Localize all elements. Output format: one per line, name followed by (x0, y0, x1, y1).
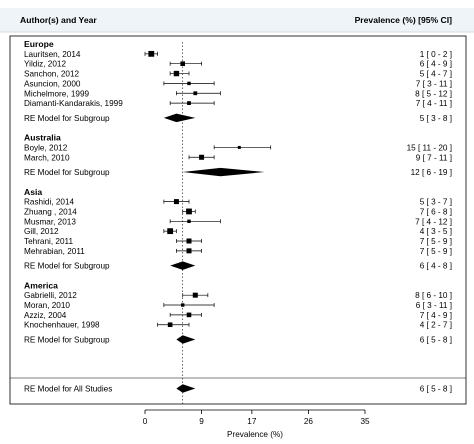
overall-summary-label: RE Model for All Studies (24, 385, 112, 394)
study-label: Boyle, 2012 (24, 143, 68, 152)
study-label: Asuncion, 2000 (24, 79, 81, 88)
header-left: Author(s) and Year (20, 15, 97, 25)
study-label: Gill, 2012 (24, 227, 59, 236)
study-label: Yildiz, 2012 (24, 60, 66, 69)
group-title: Europe (24, 39, 54, 49)
group-title: Australia (24, 133, 61, 143)
study-point (167, 322, 173, 328)
study-estimate-text: 4 [ 2 - 7 ] (420, 321, 452, 330)
study-label: Diamanti-Kandarakis, 1999 (24, 99, 123, 108)
study-point (173, 199, 179, 205)
study-point (173, 70, 180, 77)
study-point (186, 238, 192, 244)
subgroup-diamond (176, 335, 196, 344)
x-axis-label: Prevalence (%) (227, 430, 283, 439)
study-estimate-text: 5 [ 4 - 7 ] (420, 70, 452, 79)
study-estimate-text: 7 [ 3 - 11 ] (416, 79, 452, 88)
study-estimate-text: 8 [ 6 - 10 ] (415, 291, 452, 300)
study-label: Tehrani, 2011 (24, 237, 73, 246)
study-label: Zhuang , 2014 (24, 207, 77, 216)
subgroup-summary-label: RE Model for Subgroup (24, 114, 110, 123)
subgroup-summary-label: RE Model for Subgroup (24, 168, 110, 177)
x-tick-label: 0 (143, 417, 148, 426)
study-point (187, 101, 191, 105)
study-label: Gabrielli, 2012 (24, 291, 77, 300)
subgroup-summary-text: 6 [ 4 - 8 ] (420, 262, 452, 271)
study-estimate-text: 7 [ 4 - 12 ] (415, 217, 452, 226)
study-label: Michelmore, 1999 (24, 89, 90, 98)
x-tick-label: 9 (199, 417, 204, 426)
study-label: Azziz, 2004 (24, 311, 67, 320)
study-point (187, 219, 191, 223)
study-label: Moran, 2010 (24, 301, 70, 310)
subgroup-summary-text: 6 [ 5 - 8 ] (420, 336, 452, 345)
study-label: Knochenhauer, 1998 (24, 321, 100, 330)
study-point (186, 208, 192, 215)
header-right: Prevalence (%) [95% CI] (355, 15, 453, 25)
study-point (199, 154, 205, 160)
study-label: Mehrabian, 2011 (24, 247, 85, 256)
study-point (186, 312, 192, 318)
subgroup-summary-label: RE Model for Subgroup (24, 336, 110, 345)
group-title: America (24, 280, 58, 290)
study-label: March, 2010 (24, 153, 70, 162)
study-estimate-text: 15 [ 11 - 20 ] (407, 143, 452, 152)
study-point (148, 50, 155, 57)
subgroup-diamond (170, 261, 196, 270)
overall-diamond (176, 384, 196, 393)
subgroup-summary-label: RE Model for Subgroup (24, 262, 110, 271)
plot-frame (9, 35, 467, 405)
group-title: Asia (24, 187, 42, 197)
study-estimate-text: 6 [ 3 - 11 ] (416, 301, 452, 310)
study-estimate-text: 7 [ 4 - 11 ] (416, 99, 452, 108)
subgroup-diamond (182, 167, 265, 177)
study-point (167, 228, 174, 235)
x-tick-label: 26 (304, 417, 314, 426)
study-label: Sanchon, 2012 (24, 70, 80, 79)
study-estimate-text: 5 [ 3 - 7 ] (420, 198, 452, 207)
study-estimate-text: 7 [ 4 - 9 ] (420, 311, 452, 320)
x-axis: 0 9 17 26 35 Prevalence (%) (143, 409, 370, 439)
study-point (237, 145, 241, 149)
study-point (186, 248, 192, 254)
header-band (0, 8, 474, 32)
study-point (192, 292, 198, 298)
subgroup-diamond (163, 113, 196, 123)
study-estimate-text: 8 [ 5 - 12 ] (415, 89, 452, 98)
study-estimate-text: 7 [ 5 - 9 ] (420, 237, 452, 246)
study-point (187, 81, 191, 86)
x-tick-label: 17 (247, 417, 257, 426)
study-point (193, 91, 198, 96)
subgroup-summary-text: 12 [ 6 - 19 ] (411, 168, 452, 177)
study-estimate-text: 7 [ 6 - 8 ] (420, 207, 452, 216)
overall-summary-text: 6 [ 5 - 8 ] (420, 385, 452, 394)
study-estimate-text: 7 [ 5 - 9 ] (420, 247, 452, 256)
study-label: Rashidi, 2014 (24, 198, 75, 207)
study-label: Lauritsen, 2014 (24, 50, 81, 59)
study-label: Musmar, 2013 (24, 217, 76, 226)
study-estimate-text: 9 [ 7 - 11 ] (416, 153, 452, 162)
study-estimate-text: 4 [ 3 - 5 ] (420, 227, 452, 236)
study-estimate-text: 6 [ 4 - 9 ] (420, 60, 452, 69)
study-estimate-text: 1 [ 0 - 2 ] (420, 50, 452, 59)
subgroup-summary-text: 5 [ 3 - 8 ] (420, 114, 452, 123)
x-tick-label: 35 (360, 417, 370, 426)
